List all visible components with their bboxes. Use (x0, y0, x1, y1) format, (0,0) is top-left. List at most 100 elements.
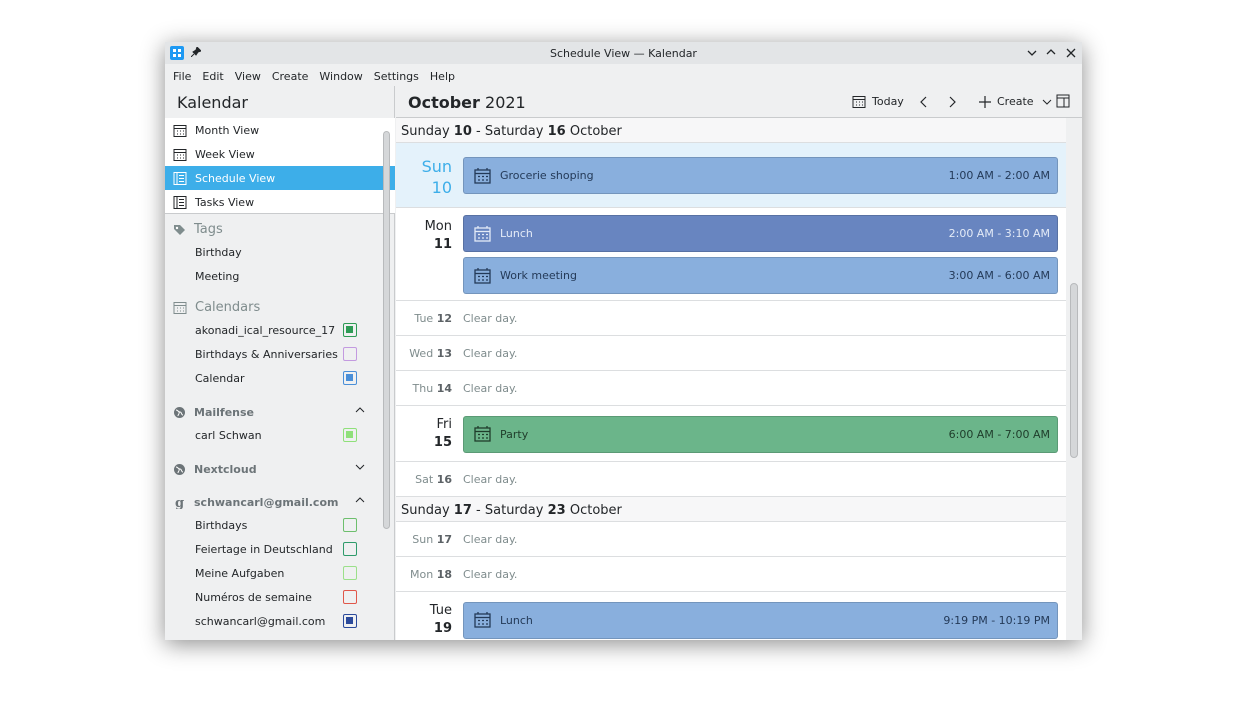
day-label: Tue 12 (396, 312, 463, 325)
calendar-item[interactable]: schwancarl@gmail.com (165, 609, 379, 633)
clear-note: Clear day. (463, 532, 518, 546)
day-row: Tue 19 Lunch 9:19 PM - 10:19 PM (396, 592, 1066, 640)
view-label: Week View (195, 147, 255, 161)
start-day: Sunday (401, 503, 450, 518)
date: 18 (436, 567, 452, 581)
check-fill (346, 374, 353, 381)
icon (173, 171, 187, 185)
expand-toggle (355, 407, 365, 413)
scrollbar[interactable] (1070, 283, 1078, 458)
icon (1042, 99, 1051, 105)
create-button[interactable]: Create (979, 95, 1052, 108)
calendar-item[interactable]: Meine Aufgaben (165, 561, 379, 585)
month: October (408, 93, 480, 112)
account-name: Mailfense (194, 406, 254, 419)
calendar-item[interactable]: Birthdays & Anniversaries (165, 342, 379, 366)
date: 15 (433, 435, 452, 450)
calendar-checkbox[interactable] (343, 590, 357, 604)
sidebar: Kalendar Month View Week View Schedule Vie… (165, 86, 395, 640)
maximize-button[interactable] (1046, 48, 1056, 56)
header: October 2021 Today Create (396, 86, 1082, 118)
minimize-button[interactable] (1027, 49, 1037, 57)
view-label: Tasks View (195, 195, 255, 209)
calendar-name: carl Schwan (195, 428, 262, 442)
expand-toggle (355, 497, 365, 503)
calendar-checkbox[interactable] (343, 518, 357, 532)
day-row: Sat 16 Clear day. (396, 462, 1066, 497)
view-item[interactable]: Week View (165, 142, 395, 166)
event-list: Lunch 9:19 PM - 10:19 PM (463, 592, 1066, 640)
event-time: 1:00 AM - 2:00 AM (948, 169, 1050, 182)
expand-toggle (355, 464, 365, 470)
weekday: Sat (415, 472, 434, 486)
pin-button[interactable] (191, 47, 201, 57)
menu-item[interactable]: View (234, 70, 261, 83)
sidebar-toggle[interactable] (1056, 94, 1070, 108)
menu-item[interactable]: Create (271, 70, 309, 83)
view-item[interactable]: Month View (165, 118, 395, 142)
calendar-checkbox[interactable] (343, 323, 357, 337)
event[interactable]: Work meeting 3:00 AM - 6:00 AM (463, 257, 1058, 294)
month-year: October 2021 (408, 93, 526, 112)
calendar-item[interactable]: Numéros de semaine (165, 585, 379, 609)
create-label: Create (997, 95, 1034, 108)
icon (173, 124, 187, 137)
menu-item[interactable]: Settings (373, 70, 419, 83)
day-label: Sun 17 (396, 533, 463, 546)
day-label: Mon 18 (396, 568, 463, 581)
calendar-checkbox[interactable] (343, 614, 357, 628)
event[interactable]: Lunch 2:00 AM - 3:10 AM (463, 215, 1058, 252)
weekday: Tue (414, 311, 434, 325)
tag-item[interactable]: Meeting (195, 269, 240, 283)
event-time: 2:00 AM - 3:10 AM (948, 227, 1050, 240)
calendar-item[interactable]: Feiertage in Deutschland (165, 537, 379, 561)
day-label: Sat 16 (396, 473, 463, 486)
year: 2021 (485, 93, 526, 112)
next-button[interactable] (949, 96, 957, 108)
event-title: Lunch (500, 613, 533, 627)
schedule: Sunday 10 - Saturday 16 October Sun 10 Groc… (396, 118, 1066, 640)
account-heading[interactable]: Nextcloud (165, 459, 379, 480)
event[interactable]: Party 6:00 AM - 7:00 AM (463, 415, 1058, 453)
view-item[interactable]: Schedule View (165, 166, 395, 190)
calendar-checkbox[interactable] (343, 542, 357, 556)
day-row: Fri 15 Party 6:00 AM - 7:00 AM (396, 406, 1066, 462)
calendar-item[interactable]: Calendar (165, 366, 379, 390)
calendar-item[interactable]: akonadi_ical_resource_17 (165, 318, 379, 342)
icon (174, 407, 185, 418)
weekday: Wed (409, 346, 434, 360)
view-item[interactable]: Tasks View (165, 190, 395, 214)
menu-item[interactable]: File (173, 70, 192, 83)
scrollbar[interactable] (383, 131, 390, 529)
event[interactable]: Lunch 9:19 PM - 10:19 PM (463, 601, 1058, 639)
menu-item[interactable]: Help (429, 70, 455, 83)
today-button[interactable]: Today (852, 95, 904, 108)
calendar-item[interactable]: carl Schwan (165, 423, 379, 447)
icon (173, 195, 187, 209)
calendar-name: Birthdays & Anniversaries (195, 347, 338, 361)
event[interactable]: Grocerie shoping 1:00 AM - 2:00 AM (463, 157, 1058, 194)
tags-heading: Tags (165, 219, 379, 240)
calendar-name: schwancarl@gmail.com (195, 614, 326, 628)
icon (474, 426, 491, 442)
account-name: schwancarl@gmail.com (194, 496, 339, 509)
calendar-checkbox[interactable] (343, 428, 357, 442)
calendar-item[interactable]: Birthdays (165, 513, 379, 537)
previous-button[interactable] (919, 96, 927, 108)
app-name: Kalendar (177, 93, 248, 112)
icon (173, 148, 187, 161)
calendar-checkbox[interactable] (343, 347, 357, 361)
calendar-checkbox[interactable] (343, 371, 357, 385)
tag-item[interactable]: Birthday (195, 245, 242, 259)
account-heading[interactable]: Mailfense (165, 402, 379, 423)
date: 12 (436, 311, 452, 325)
menu-item[interactable]: Window (319, 70, 363, 83)
account-heading[interactable]: g schwancarl@gmail.com (165, 492, 379, 513)
date: 10 (431, 178, 452, 197)
menu-item[interactable]: Edit (202, 70, 224, 83)
calendar-checkbox[interactable] (343, 566, 357, 580)
weekday: Mon (424, 219, 452, 234)
close-button[interactable] (1066, 48, 1076, 58)
title-bar: Schedule View — Kalendar (165, 42, 1082, 64)
heading-label: Tags (194, 222, 223, 237)
